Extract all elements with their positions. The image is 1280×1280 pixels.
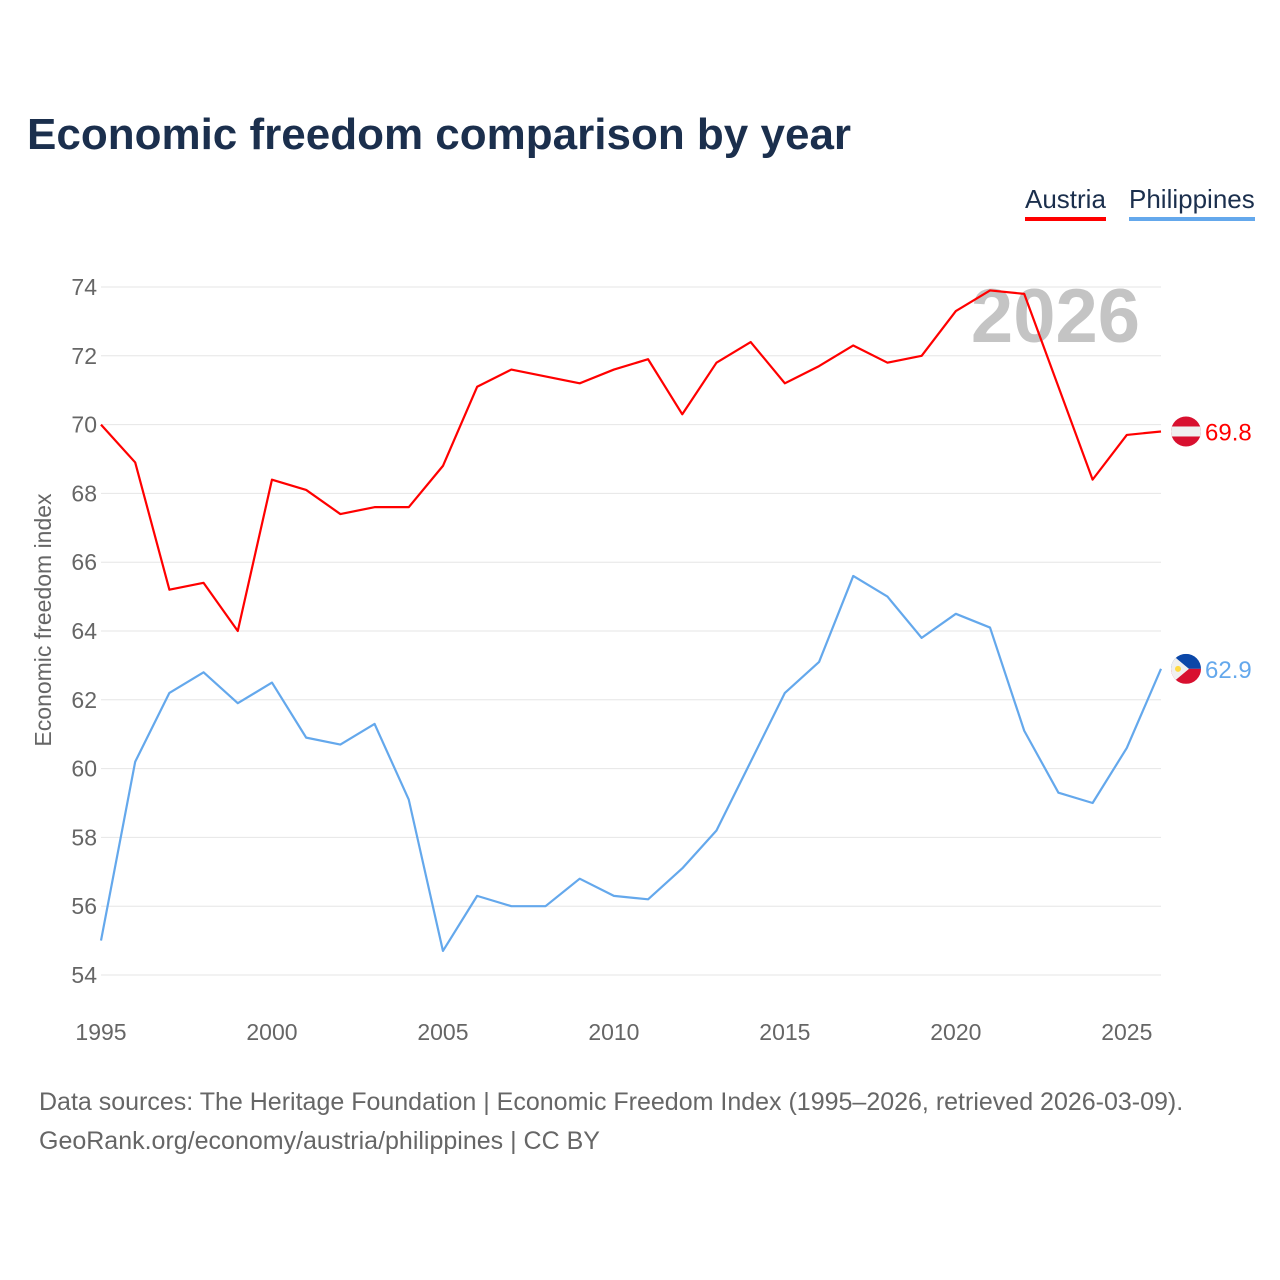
legend-austria[interactable]: Austria [1025, 184, 1106, 221]
flag-white [1171, 426, 1201, 437]
y-tick-label: 54 [71, 962, 97, 988]
y-tick-label: 70 [71, 412, 97, 438]
flag-sun [1175, 665, 1181, 672]
end-value-label: 62.9 [1205, 657, 1252, 684]
chart-title: Economic freedom comparison by year [27, 110, 852, 159]
legend-philippines[interactable]: Philippines [1129, 184, 1255, 221]
y-axis-label: Economic freedom index [30, 493, 56, 747]
x-tick-label: 2015 [759, 1019, 810, 1045]
y-tick-label: 68 [71, 480, 97, 506]
austria-flag-icon [1171, 416, 1201, 447]
flag-body [1171, 416, 1201, 447]
x-tick-label: 2025 [1101, 1019, 1152, 1045]
year-watermark: 2026 [971, 274, 1140, 359]
x-tick-label: 2010 [588, 1019, 639, 1045]
y-tick-label: 74 [71, 274, 97, 300]
x-tick-label: 2020 [930, 1019, 981, 1045]
series-line-austria [100, 289, 1162, 633]
y-tick-label: 58 [71, 824, 97, 850]
y-tick-label: 62 [71, 687, 97, 713]
flag-body [1171, 653, 1201, 684]
series-line-philippines [99, 574, 1163, 953]
philippines-flag-icon [1171, 653, 1201, 684]
end-value-label: 69.8 [1205, 419, 1252, 446]
x-tick-label: 2005 [417, 1019, 468, 1045]
y-tick-label: 72 [71, 343, 97, 369]
y-tick-label: 64 [71, 618, 97, 644]
x-tick-label: 1995 [75, 1019, 126, 1045]
footer-sources: Data sources: The Heritage Foundation | … [39, 1088, 1184, 1116]
y-tick-label: 66 [71, 549, 97, 575]
x-tick-label: 2000 [246, 1019, 297, 1045]
y-tick-label: 60 [71, 756, 97, 782]
footer-link[interactable]: GeoRank.org/economy/austria/philippines … [39, 1127, 600, 1155]
y-tick-label: 56 [71, 893, 97, 919]
